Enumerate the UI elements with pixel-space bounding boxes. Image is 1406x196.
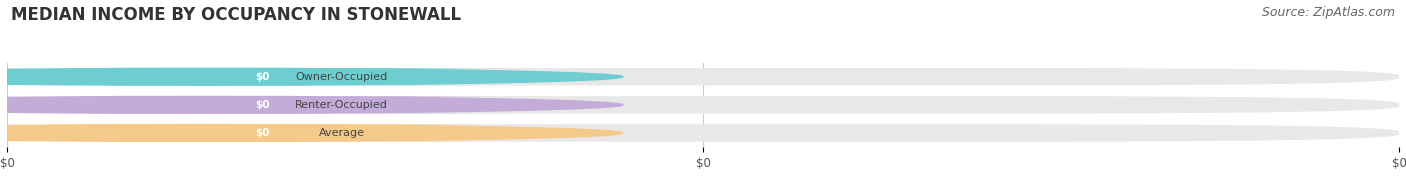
FancyBboxPatch shape	[7, 96, 1399, 113]
Text: $0: $0	[256, 128, 270, 138]
Text: MEDIAN INCOME BY OCCUPANCY IN STONEWALL: MEDIAN INCOME BY OCCUPANCY IN STONEWALL	[11, 6, 461, 24]
FancyBboxPatch shape	[7, 68, 1399, 85]
FancyBboxPatch shape	[0, 96, 555, 113]
Circle shape	[0, 68, 623, 85]
Text: Renter-Occupied: Renter-Occupied	[295, 100, 388, 110]
FancyBboxPatch shape	[0, 68, 335, 85]
FancyBboxPatch shape	[0, 124, 555, 141]
Text: Owner-Occupied: Owner-Occupied	[295, 72, 388, 82]
Text: $0: $0	[256, 100, 270, 110]
Text: Average: Average	[319, 128, 364, 138]
Circle shape	[0, 124, 623, 141]
FancyBboxPatch shape	[7, 124, 1399, 142]
Text: $0: $0	[256, 72, 270, 82]
FancyBboxPatch shape	[0, 68, 555, 85]
FancyBboxPatch shape	[0, 96, 335, 113]
Text: Source: ZipAtlas.com: Source: ZipAtlas.com	[1261, 6, 1395, 19]
FancyBboxPatch shape	[0, 124, 335, 141]
Circle shape	[0, 96, 623, 113]
